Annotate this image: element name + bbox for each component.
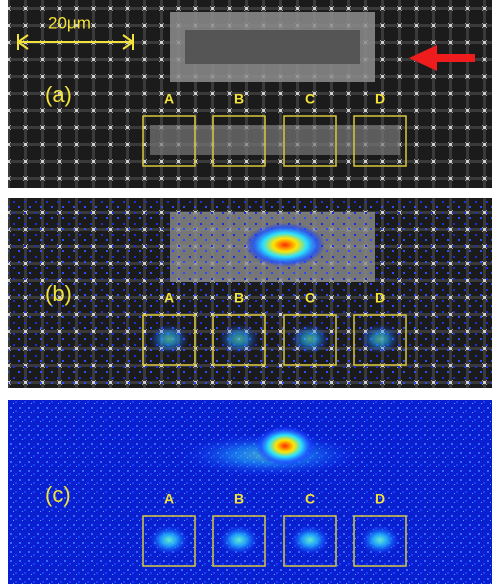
image-c bbox=[8, 400, 492, 584]
panel-label: (a) bbox=[45, 82, 72, 107]
panel-label: (c) bbox=[45, 482, 71, 507]
region-label: B bbox=[234, 91, 244, 107]
region-glow bbox=[219, 525, 259, 555]
region-label: D bbox=[375, 91, 385, 107]
device-core bbox=[185, 30, 360, 64]
panel-label: (b) bbox=[45, 281, 72, 306]
region-glow bbox=[219, 324, 259, 354]
hot-spot bbox=[245, 223, 325, 267]
region-glow bbox=[360, 324, 400, 354]
hot-spot bbox=[255, 426, 315, 466]
region-glow bbox=[290, 525, 330, 555]
region-label: A bbox=[164, 491, 174, 507]
region-label: C bbox=[305, 91, 315, 107]
region-label: D bbox=[375, 491, 385, 507]
region-label: B bbox=[234, 491, 244, 507]
region-glow bbox=[149, 324, 189, 354]
figure: 20μm (a) A B C D (b) A B C D (c) A B C D bbox=[0, 0, 499, 584]
region-glow bbox=[360, 525, 400, 555]
region-label: C bbox=[305, 290, 315, 306]
region-label: C bbox=[305, 491, 315, 507]
region-label: A bbox=[164, 290, 174, 306]
region-label: A bbox=[164, 91, 174, 107]
region-label: B bbox=[234, 290, 244, 306]
strip bbox=[150, 125, 400, 155]
region-label: D bbox=[375, 290, 385, 306]
region-glow bbox=[290, 324, 330, 354]
scale-label: 20μm bbox=[48, 13, 91, 32]
region-glow bbox=[149, 525, 189, 555]
photon-dots bbox=[8, 198, 492, 388]
